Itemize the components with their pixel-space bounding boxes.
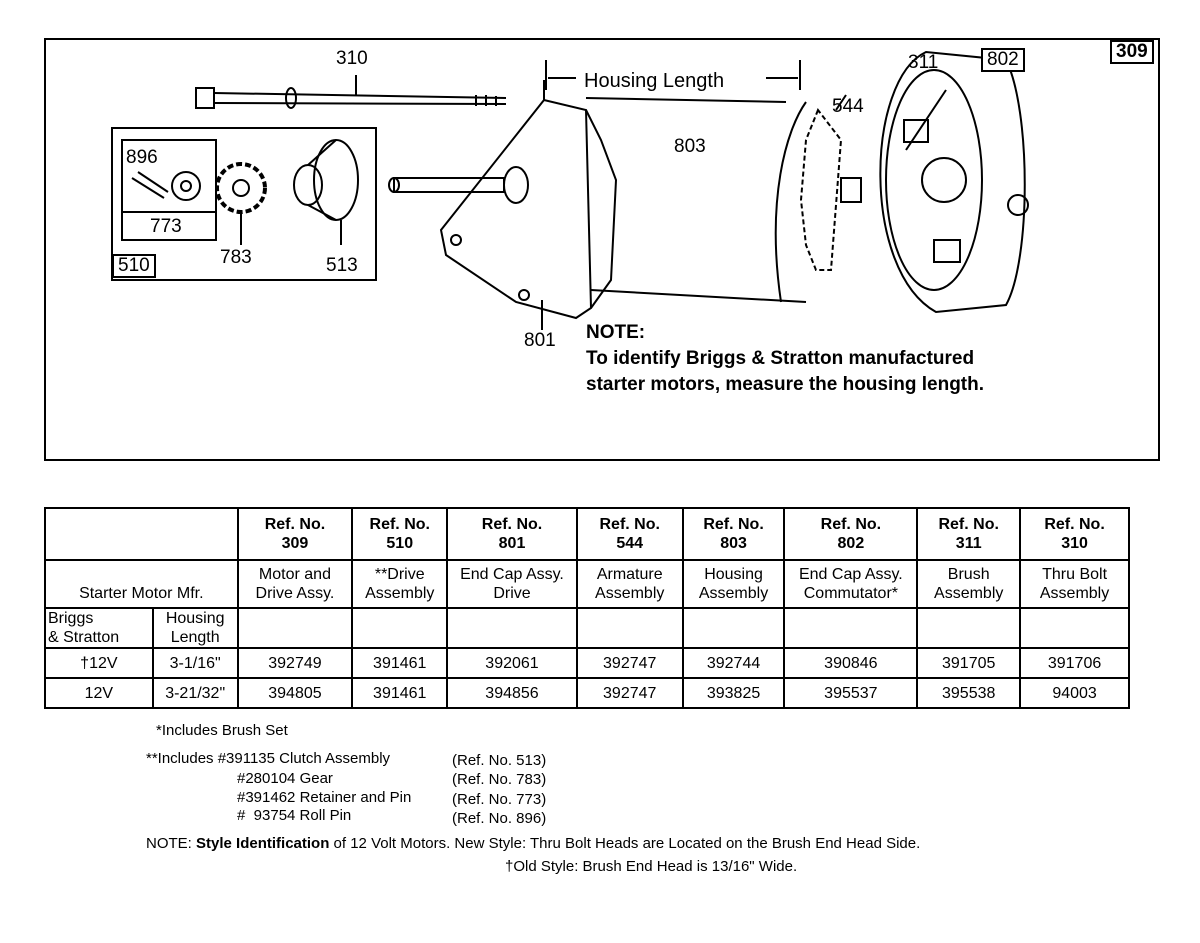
desc-cell: Thru Bolt Assembly (1019, 559, 1130, 609)
cell: 391461 (351, 677, 449, 709)
cell: 395538 (916, 677, 1022, 709)
cell: 3-1/16" (151, 647, 239, 679)
callout-513: 513 (326, 255, 358, 276)
ref-cell: Ref. No. 544 (575, 507, 684, 561)
briggs-stratton-header: Briggs & Stratton (44, 607, 154, 649)
cell: 12V (44, 677, 154, 709)
mfr-header: Starter Motor Mfr. (44, 559, 239, 609)
cell: 392061 (446, 647, 578, 679)
housing-length-dimension (545, 60, 801, 90)
empty-header-cell (44, 507, 239, 561)
commutator-end-cap-drawing (879, 50, 1029, 314)
cell: 393825 (681, 677, 786, 709)
description-header-row: Starter Motor Mfr. Motor and Drive Assy. … (44, 559, 1130, 609)
ref-cell: Ref. No. 510 (351, 507, 449, 561)
ref-cell: Ref. No. 310 (1019, 507, 1130, 561)
callout-544: 544 (832, 96, 864, 117)
footnote-part: **Includes #391135 Clutch Assembly (146, 750, 391, 767)
desc-cell: **Drive Assembly (351, 559, 449, 609)
figure-number: 309 (1110, 40, 1154, 64)
cell: 392749 (236, 647, 354, 679)
footnote-ref: (Ref. No. 773) (452, 791, 547, 808)
callout-803: 803 (674, 136, 706, 157)
cell: 392744 (681, 647, 786, 679)
callout-510: 510 (112, 254, 156, 278)
note-line: To identify Briggs & Stratton manufactur… (586, 348, 975, 369)
footnote-part: # 93754 Roll Pin (237, 807, 352, 824)
desc-cell: End Cap Assy. Commutator* (783, 559, 919, 609)
cell: 391706 (1019, 647, 1130, 679)
housing-drawing (585, 97, 807, 303)
cell: 394856 (446, 677, 578, 709)
cell: 3-21/32" (151, 677, 239, 709)
housing-length-header: Housing Length (151, 607, 239, 649)
cell: 390846 (783, 647, 919, 679)
ref-cell: Ref. No. 802 (783, 507, 919, 561)
desc-cell: Motor and Drive Assy. (236, 559, 354, 609)
table-row: †12V 3-1/16" 392749 391461 392061 392747 39… (44, 647, 1130, 679)
footnote-part: #280104 Gear (237, 770, 333, 787)
cell: 392747 (575, 647, 684, 679)
ref-cell: Ref. No. 311 (916, 507, 1022, 561)
diagram-note: NOTE: To identify Briggs & Stratton manu… (586, 320, 984, 398)
footnote-brush-set: *Includes Brush Set (156, 722, 288, 739)
callout-783: 783 (220, 247, 252, 268)
cell: 391461 (351, 647, 449, 679)
gear-drawing (215, 162, 267, 245)
desc-cell: Armature Assembly (575, 559, 684, 609)
footnote-ref: (Ref. No. 783) (452, 771, 547, 788)
old-style-note: †Old Style: Brush End Head is 13/16" Wid… (505, 858, 798, 875)
ref-cell: Ref. No. 801 (446, 507, 578, 561)
callout-896: 896 (126, 147, 158, 168)
cell: 94003 (1019, 677, 1130, 709)
ref-cell: Ref. No. 803 (681, 507, 786, 561)
clutch-drawing (293, 139, 359, 245)
starter-motor-illustration (111, 50, 1029, 330)
cell: 391705 (916, 647, 1022, 679)
thru-bolt-drawing (195, 75, 507, 109)
housing-length-label: Housing Length (584, 70, 725, 92)
callout-773: 773 (150, 216, 182, 237)
ref-header-row: Ref. No. 309 Ref. No. 510 Ref. No. 801 Ref.… (44, 507, 1130, 561)
parts-table: Ref. No. 309 Ref. No. 510 Ref. No. 801 Ref.… (44, 507, 1130, 709)
desc-cell: Housing Assembly (681, 559, 786, 609)
callout-310: 310 (336, 48, 368, 69)
footnote-part: #391462 Retainer and Pin (237, 789, 412, 806)
sub-header-row: Briggs & Stratton Housing Length (44, 607, 1130, 649)
exploded-parts-diagram: 310 896 773 783 510 513 801 803 544 311 … (44, 38, 1160, 461)
callout-801: 801 (524, 330, 556, 351)
footnote-ref: (Ref. No. 513) (452, 752, 547, 769)
cell: 392747 (575, 677, 684, 709)
drive-assembly-box (111, 127, 377, 281)
cell: 394805 (236, 677, 354, 709)
ref-cell: Ref. No. 309 (236, 507, 354, 561)
roll-pin-drawing (131, 171, 169, 199)
desc-cell: End Cap Assy. Drive (446, 559, 578, 609)
style-identification-note: NOTE: Style Identification of 12 Volt Mo… (146, 835, 921, 852)
cell: 395537 (783, 677, 919, 709)
drive-end-cap-drawing (388, 80, 618, 330)
armature-drawing (799, 94, 862, 271)
table-row: 12V 3-21/32" 394805 391461 394856 392747 39… (44, 677, 1130, 709)
callout-311: 311 (908, 52, 939, 73)
callout-802: 802 (981, 48, 1025, 72)
footnote-ref: (Ref. No. 896) (452, 810, 547, 827)
cell: †12V (44, 647, 154, 679)
desc-cell: Brush Assembly (916, 559, 1022, 609)
note-line: starter motors, measure the housing leng… (586, 374, 985, 395)
note-title: NOTE: (586, 322, 646, 343)
